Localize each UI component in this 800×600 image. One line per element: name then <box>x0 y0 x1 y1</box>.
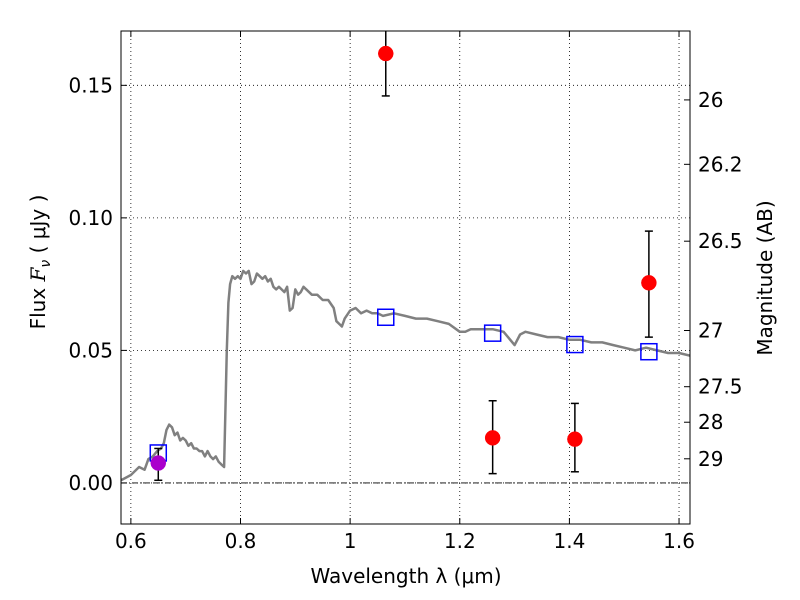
y2-tick-label: 29 <box>698 447 723 471</box>
model-flux-square <box>377 308 395 327</box>
axis-ticks <box>121 31 690 524</box>
x-tick-label: 1.6 <box>663 529 695 553</box>
y-axis-label-flux: Flux <box>26 281 50 329</box>
y-tick-label: 0.05 <box>68 338 113 362</box>
sed-model-line <box>121 269 690 482</box>
x-axis-label: Wavelength λ (μm) <box>310 564 501 588</box>
y-tick-label: 0.15 <box>68 73 113 97</box>
x-tick-label: 1.2 <box>444 529 476 553</box>
x-tick-label: 1.4 <box>553 529 585 553</box>
y2-tick-labels: 26 26.2 26.5 27 27.5 28 29 <box>698 88 743 471</box>
x-tick-labels: 0.6 0.8 1 1.2 1.4 1.6 <box>115 529 695 553</box>
y-tick-label: 0.10 <box>68 206 113 230</box>
y2-tick-label: 26.2 <box>698 152 743 176</box>
y2-tick-label: 26 <box>698 88 723 112</box>
y-axis-label-subscript: ν <box>38 260 54 268</box>
x-tick-label: 1 <box>344 529 357 553</box>
y2-tick-label: 27 <box>698 319 723 343</box>
y-axis-label-unit: ( μJy ) <box>26 195 50 260</box>
y-tick-label: 0.00 <box>68 471 113 495</box>
y2-tick-label: 27.5 <box>698 375 743 399</box>
y-tick-labels: 0.00 0.05 0.10 0.15 <box>68 73 113 495</box>
model-flux-square <box>483 324 502 342</box>
observed-flux-point <box>378 45 394 62</box>
observed-flux-point <box>484 430 501 446</box>
svg-text:Flux Fν ( μJy ): Flux Fν ( μJy ) <box>26 195 54 330</box>
series-group <box>121 31 690 482</box>
y2-tick-label: 26.5 <box>698 229 743 253</box>
plot-area <box>121 31 690 484</box>
grid-lines <box>121 31 690 524</box>
x-tick-label: 0.6 <box>115 529 147 553</box>
model-flux-square <box>566 335 584 354</box>
y2-tick-label: 28 <box>698 410 723 434</box>
observed-flux-point <box>641 275 657 291</box>
y-axis-label-symbol: F <box>26 266 50 282</box>
x-tick-label: 0.8 <box>225 529 257 553</box>
model-flux-square <box>640 342 658 361</box>
observed-flux-point <box>567 431 583 447</box>
y2-axis-label: Magnitude (AB) <box>753 200 777 355</box>
axes-frame <box>120 30 691 525</box>
y-axis-label: Flux Fν ( μJy ) <box>26 195 54 330</box>
observed-flux-point <box>150 455 167 471</box>
